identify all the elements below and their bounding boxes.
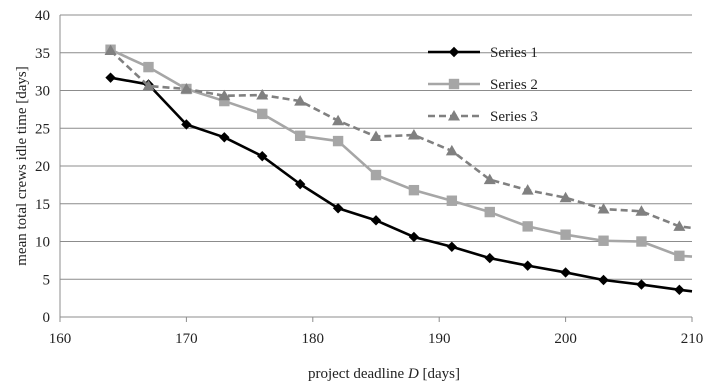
series-3-point	[635, 205, 648, 216]
series-3-point	[294, 95, 307, 106]
series-3-line	[109, 49, 693, 230]
series-2-point	[294, 130, 306, 141]
y-tick-label: 25	[35, 121, 50, 137]
x-tick-label: 160	[49, 331, 72, 347]
series-3-point	[559, 191, 572, 203]
series-2-point	[143, 61, 154, 73]
series-2-point	[332, 135, 344, 147]
series-2-point	[560, 229, 571, 240]
y-axis-label: mean total crews idle time [days]	[14, 66, 30, 266]
legend-label-series-2: Series 2	[490, 77, 538, 93]
series-1-point	[484, 252, 495, 264]
series-3-point	[521, 184, 534, 195]
series-1-point	[674, 284, 685, 296]
x-tick-label: 170	[175, 331, 198, 347]
series-3-point	[483, 173, 496, 185]
legend-label-series-3: Series 3	[490, 109, 538, 125]
series-2	[105, 44, 693, 262]
series-layer	[104, 44, 693, 296]
series-3-point	[142, 79, 155, 91]
series-3-point	[445, 144, 458, 156]
series-1-point	[332, 203, 344, 214]
series-3-point	[104, 44, 117, 55]
series-3-point	[597, 203, 610, 214]
legend-marker-series-2	[448, 78, 460, 90]
series-2-point	[636, 236, 647, 247]
series-1-point	[294, 178, 306, 190]
series-1-point	[181, 119, 192, 130]
x-axis-label-variable: D	[407, 366, 419, 382]
x-axis-label-suffix: [days]	[419, 366, 460, 382]
series-2-point	[446, 195, 458, 206]
y-tick-label: 30	[35, 84, 50, 100]
series-2-point	[408, 184, 420, 196]
x-tick-label: 210	[681, 331, 704, 347]
legend-label-series-1: Series 1	[490, 45, 538, 61]
series-1-point	[598, 274, 609, 286]
axes-layer: 0 5 10 15 20 25 30 35 40 160 170 180 190 200 210	[35, 8, 703, 347]
x-axis-label-prefix: project deadline	[308, 366, 408, 382]
series-2-point	[219, 95, 230, 107]
series-1-point	[408, 231, 420, 243]
series-2-point	[257, 108, 268, 120]
y-tick-label: 10	[35, 235, 50, 251]
series-1-point	[446, 241, 458, 252]
series-1-point	[560, 267, 571, 278]
series-2-point	[370, 169, 382, 181]
x-tick-label: 190	[428, 331, 451, 347]
series-1-point	[105, 72, 116, 83]
series-2-point	[674, 250, 685, 262]
y-tick-label: 15	[35, 197, 50, 213]
y-tick-label: 35	[35, 46, 50, 62]
y-tick-label: 20	[35, 159, 50, 175]
series-2-point	[484, 206, 495, 218]
legend-marker-series-1	[448, 46, 460, 58]
series-3-point	[370, 130, 382, 142]
series-1-point	[522, 260, 533, 271]
series-2-point	[522, 221, 533, 232]
series-2-line	[110, 48, 693, 258]
legend-marker-series-3	[448, 110, 460, 121]
grid-layer	[60, 14, 692, 318]
series-3-point	[407, 129, 420, 140]
x-axis-label: project deadline D [days]	[308, 366, 460, 382]
y-tick-label: 40	[35, 8, 50, 24]
y-tick-label: 0	[43, 310, 51, 326]
y-tick-label: 5	[43, 272, 51, 288]
series-1-point	[370, 215, 382, 226]
series-3-point	[218, 89, 231, 101]
x-tick-label: 200	[554, 331, 577, 347]
series-1-point	[636, 279, 647, 290]
series-3-point	[256, 89, 269, 100]
series-3	[104, 44, 693, 231]
series-1-point	[257, 150, 268, 162]
series-1-point	[219, 132, 230, 143]
x-tick-label: 180	[302, 331, 325, 347]
series-3-point	[180, 82, 193, 94]
series-2-point	[598, 235, 609, 246]
series-1	[105, 72, 693, 296]
series-3-point	[673, 220, 686, 231]
series-3-point	[332, 114, 345, 126]
legend: Series 1 Series 2 Series 3	[428, 45, 538, 125]
